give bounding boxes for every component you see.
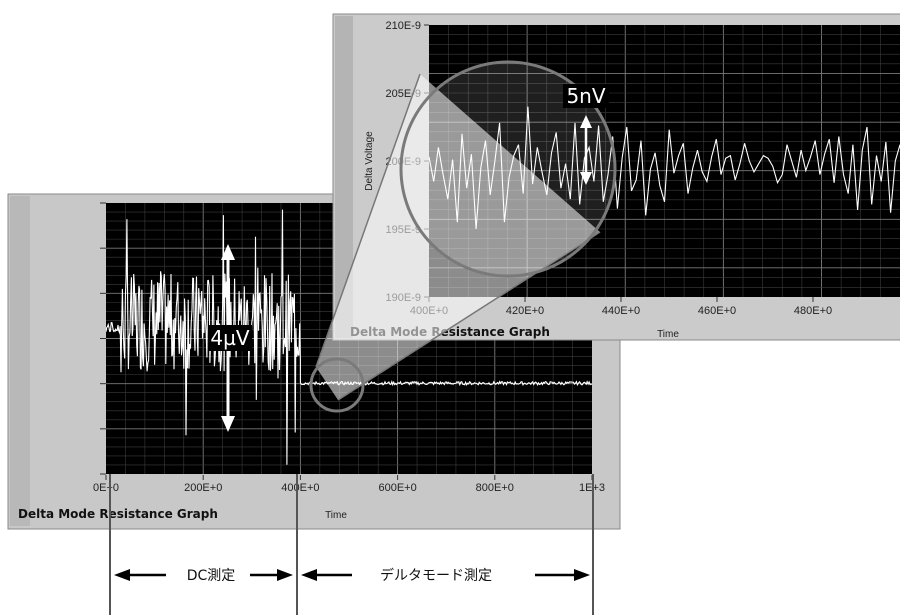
dc-measure-label: DC測定 xyxy=(187,568,236,584)
zoom-x-tick-label: 420E+0 xyxy=(506,305,544,317)
zoom-x-tick-label: 480E+0 xyxy=(794,305,832,317)
magnifier-lens-tint xyxy=(401,62,615,276)
arrowhead-down-4uv xyxy=(221,416,235,432)
main-series-line xyxy=(106,209,592,465)
delta-measure-label: デルタモード測定 xyxy=(380,567,492,584)
main-x-tick-label: 200E+0 xyxy=(184,482,222,494)
annotation-4uv: 4µV xyxy=(208,244,252,432)
annotation-5nv: 5nV xyxy=(563,84,609,185)
zoom-x-tick-label: 440E+0 xyxy=(602,305,640,317)
main-y-ticks xyxy=(100,202,106,475)
amplitude-label-4uv: 4µV xyxy=(210,326,249,350)
amplitude-label-5nv: 5nV xyxy=(566,84,605,108)
zoom-y-tick-label: 210E-9 xyxy=(386,20,421,32)
arrowhead-down-5nv xyxy=(580,172,592,185)
magnifier-edge-right xyxy=(337,231,601,401)
label-bg-4uv xyxy=(208,325,252,351)
zoom-y-axis-label: Delta Voltage xyxy=(364,131,375,191)
magnifier-cone xyxy=(316,74,600,400)
arrowhead-up-4uv xyxy=(221,244,235,260)
main-x-axis-label: Time xyxy=(325,510,347,521)
arrowhead-up-5nv xyxy=(580,115,592,128)
magnifier-edge-left xyxy=(315,73,421,368)
main-x-tick-label: 400E+0 xyxy=(281,482,319,494)
main-x-tick-label: 800E+0 xyxy=(476,482,514,494)
zoom-x-axis-label: Time xyxy=(657,329,679,340)
main-chart-title: Delta Mode Resistance Graph xyxy=(18,507,218,521)
delta-arrowhead-left xyxy=(301,569,317,581)
delta-arrowhead-right xyxy=(574,569,590,581)
magnifier-lens xyxy=(399,60,617,278)
dc-arrowhead-right xyxy=(277,569,293,581)
zoom-series-line xyxy=(429,106,900,230)
magnifier xyxy=(309,60,617,413)
main-x-tick-label: 600E+0 xyxy=(378,482,416,494)
label-bg-5nv xyxy=(563,84,609,108)
main-x-tick-label: 0E+0 xyxy=(93,482,119,494)
zoom-x-tick-label: 460E+0 xyxy=(698,305,736,317)
magnifier-source-ring xyxy=(309,357,365,413)
main-panel-edge xyxy=(10,196,30,526)
zoom-panel-edge xyxy=(335,16,353,338)
region-markers: DC測定 デルタモード測定 xyxy=(109,474,594,615)
dc-arrowhead-left xyxy=(114,569,130,581)
